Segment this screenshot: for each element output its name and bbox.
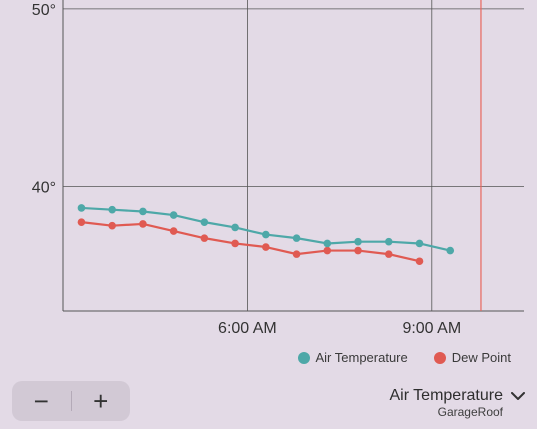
data-point-dew-point xyxy=(139,220,147,228)
data-point-air-temperature xyxy=(169,211,178,219)
data-point-air-temperature xyxy=(415,239,424,248)
series-dew-point xyxy=(77,218,424,266)
data-point-dew-point xyxy=(415,257,424,266)
legend-item-dew-point: Dew Point xyxy=(433,350,511,365)
data-point-dew-point xyxy=(231,239,239,248)
data-point-air-temperature xyxy=(139,207,147,216)
data-point-air-temperature xyxy=(108,205,116,214)
legend-item-air-temperature: Air Temperature xyxy=(297,350,408,365)
y-tick-label: 50° xyxy=(32,2,56,19)
chart-grid xyxy=(62,0,524,312)
zoom-control: − + xyxy=(12,381,130,421)
data-point-dew-point xyxy=(354,246,362,255)
x-tick-label: 6:00 AM xyxy=(218,320,277,337)
zoom-divider xyxy=(70,391,72,411)
zoom-in-button[interactable]: + xyxy=(72,381,131,421)
data-point-dew-point xyxy=(292,250,301,258)
series-line-dew-point xyxy=(81,221,420,263)
legend-dot-dew-point xyxy=(433,351,446,364)
sensor-selector-text: Air Temperature GarageRoof xyxy=(389,386,503,419)
data-point-air-temperature xyxy=(323,239,332,248)
legend-label-dew-point: Dew Point xyxy=(451,350,511,365)
data-point-dew-point xyxy=(77,218,86,226)
data-point-air-temperature xyxy=(446,246,455,255)
data-point-air-temperature xyxy=(292,234,301,242)
data-point-dew-point xyxy=(200,234,209,242)
legend-dot-air-temperature xyxy=(297,351,310,364)
chart-tick-labels: 50° 40° 6:00 AM 9:00 AM xyxy=(32,2,461,337)
y-tick-label: 40° xyxy=(32,180,56,197)
chart-series xyxy=(77,204,455,266)
chart-legend: Air Temperature Dew Point xyxy=(297,350,511,365)
data-point-air-temperature xyxy=(231,223,239,232)
data-point-air-temperature xyxy=(262,230,270,239)
data-point-dew-point xyxy=(384,250,393,258)
data-point-air-temperature xyxy=(384,237,393,246)
data-point-dew-point xyxy=(108,221,116,230)
zoom-out-button[interactable]: − xyxy=(12,381,71,421)
sensor-selector-title: Air Temperature xyxy=(389,387,503,404)
data-point-dew-point xyxy=(323,246,332,255)
data-point-air-temperature xyxy=(200,218,209,226)
series-air-temperature xyxy=(77,204,455,255)
temperature-chart[interactable]: 50° 40° 6:00 AM 9:00 AM xyxy=(0,0,537,345)
data-point-dew-point xyxy=(262,243,270,251)
data-point-dew-point xyxy=(169,227,178,235)
data-point-air-temperature xyxy=(77,204,86,212)
x-tick-label: 9:00 AM xyxy=(402,320,461,337)
sensor-selector[interactable]: Air Temperature GarageRoof xyxy=(389,386,525,419)
plus-icon: + xyxy=(93,386,109,416)
legend-label-air-temperature: Air Temperature xyxy=(315,350,408,365)
sensor-selector-subtitle: GarageRoof xyxy=(437,405,503,419)
chevron-down-icon xyxy=(511,392,525,400)
minus-icon: − xyxy=(33,386,49,416)
data-point-air-temperature xyxy=(354,237,362,246)
